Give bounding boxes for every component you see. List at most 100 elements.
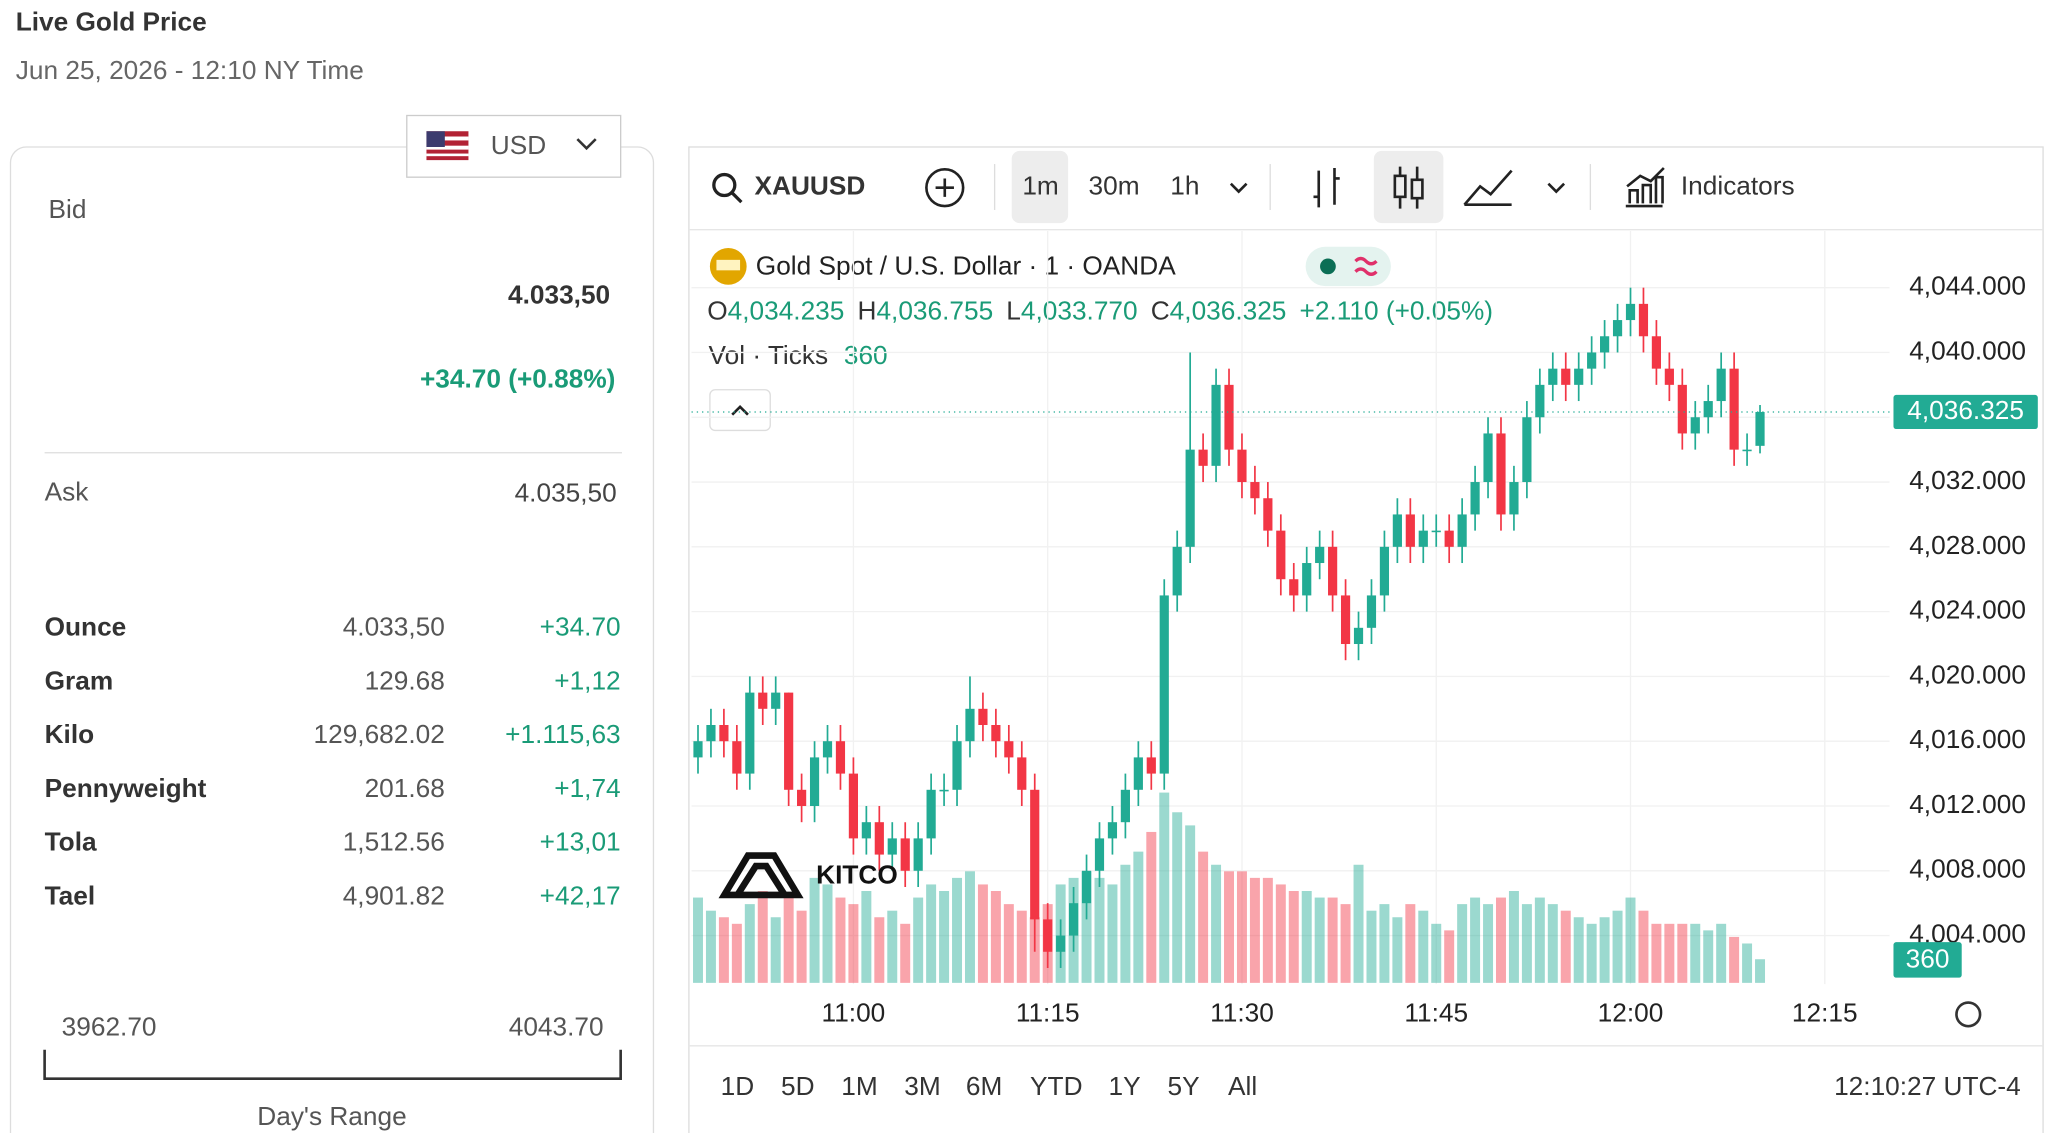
- search-icon: [731, 191, 743, 204]
- candle-body: [1392, 514, 1402, 547]
- volume-bar: [744, 904, 755, 983]
- currency: USD: [491, 130, 546, 160]
- interval[interactable]: 1h: [1170, 171, 1199, 201]
- volume-bar: [1729, 936, 1740, 983]
- chevron: [576, 138, 597, 151]
- candle-body: [1068, 903, 1079, 936]
- chevron[interactable]: [1229, 182, 1248, 194]
- volume-bar: [900, 923, 911, 983]
- add-symbol[interactable]: [925, 167, 965, 208]
- interval[interactable]: 30m: [1089, 171, 1140, 201]
- volume-bar: [1301, 891, 1312, 983]
- search-icon[interactable]: [712, 172, 737, 198]
- volume-bar: [1405, 904, 1416, 983]
- range-button[interactable]: 3M: [904, 1071, 940, 1101]
- volume-bar: [1211, 864, 1222, 983]
- unit-name: Gram: [45, 665, 114, 695]
- volume-bar: [1003, 904, 1014, 983]
- indicators[interactable]: Indicators: [1681, 171, 1795, 201]
- candle-body: [1250, 482, 1260, 499]
- y-tick-label: 4,008.000: [1909, 854, 2026, 884]
- chevron[interactable]: [1547, 182, 1566, 194]
- volume-bar: [1418, 910, 1429, 983]
- symbol[interactable]: XAUUSD: [755, 171, 866, 201]
- candle-body: [1289, 579, 1299, 596]
- candle-body: [1198, 449, 1208, 466]
- volume-bar: [1314, 897, 1325, 983]
- bid-label: Bid: [49, 194, 87, 224]
- y-tick-label: 4,044.000: [1909, 271, 2026, 301]
- collapse-button[interactable]: [709, 389, 771, 432]
- area-icon[interactable]: [1463, 169, 1513, 207]
- kitco-logo: [718, 852, 804, 899]
- y-tick-label: 4,040.000: [1909, 335, 2026, 365]
- delay-icon: [1354, 256, 1378, 276]
- volume-bar: [1392, 917, 1403, 983]
- volume-bar: [1534, 897, 1545, 983]
- volume-bar: [1547, 904, 1558, 983]
- range-button[interactable]: 5Y: [1168, 1071, 1200, 1101]
- candles-icon: [1410, 178, 1424, 200]
- plot: 4,004.0004,008.0004,012.0004,016.0004,02…: [691, 230, 2038, 1027]
- candle-body: [952, 741, 962, 790]
- active-interval: [1011, 150, 1069, 224]
- candle-body: [1328, 546, 1338, 596]
- volume-bar: [1275, 884, 1286, 983]
- range-button[interactable]: 6M: [966, 1071, 1002, 1101]
- interval[interactable]: 1m: [1022, 171, 1058, 201]
- range-button[interactable]: 1M: [841, 1071, 877, 1101]
- candle-body: [1742, 449, 1752, 452]
- watermark-text: KITCO: [816, 860, 898, 890]
- volume-bar: [783, 897, 794, 983]
- settings-icon[interactable]: [1955, 1001, 1982, 1028]
- bars-icon[interactable]: [1313, 167, 1340, 208]
- volume-bar: [1716, 923, 1727, 983]
- unit-change: +34.70: [540, 612, 621, 642]
- indicators-icon[interactable]: [1625, 167, 1665, 208]
- candle-body: [1664, 368, 1674, 385]
- y-tick-label: 4,012.000: [1909, 789, 2026, 819]
- range-button[interactable]: All: [1228, 1071, 1257, 1101]
- ohlc-key: L: [1006, 295, 1021, 325]
- candle-body: [1056, 935, 1066, 952]
- volume-bar: [1107, 884, 1118, 983]
- volume-bar: [1755, 959, 1766, 983]
- candle-body: [848, 773, 859, 839]
- currency-button[interactable]: USD: [406, 114, 622, 178]
- ohlc-value: 4,036.325: [1170, 295, 1287, 325]
- candle-body: [1043, 919, 1053, 952]
- chart-title: Gold Spot / U.S. Dollar · 1 · OANDA: [756, 251, 1176, 281]
- unit-name: Ounce: [45, 612, 127, 642]
- volume-bar: [705, 910, 716, 983]
- candle-body: [1561, 368, 1571, 385]
- candle-body: [1600, 336, 1610, 353]
- status-dot: [1320, 258, 1336, 275]
- candles-button[interactable]: [1373, 150, 1444, 224]
- candle-body: [1522, 417, 1532, 483]
- range-button[interactable]: 5D: [781, 1071, 815, 1101]
- volume-bar: [1172, 812, 1183, 983]
- flag-canton: [426, 131, 445, 147]
- candle-body: [1081, 870, 1092, 904]
- volume-tag: [1893, 942, 1962, 978]
- ask-label: Ask: [45, 476, 90, 506]
- ohlc-value: 4,036.755: [876, 295, 993, 325]
- unit-price: 1,512.56: [343, 827, 445, 857]
- volume-bar: [1703, 930, 1714, 983]
- volume-bar: [1560, 910, 1571, 983]
- candle-body: [732, 741, 742, 774]
- x-tick-label: 11:30: [1210, 997, 1274, 1027]
- range-button[interactable]: 1Y: [1108, 1071, 1140, 1101]
- candle-body: [913, 838, 923, 871]
- range-button[interactable]: YTD: [1030, 1071, 1082, 1101]
- candle-body: [874, 822, 884, 855]
- unit-change: +42,17: [540, 881, 621, 911]
- candle-body: [1366, 595, 1377, 628]
- candle-body: [693, 741, 703, 758]
- candle-body: [1729, 368, 1739, 450]
- volume-bar: [1742, 943, 1753, 983]
- x-tick-label: 11:45: [1404, 997, 1468, 1027]
- volume-bar: [1496, 897, 1506, 983]
- candle-body: [1431, 530, 1441, 533]
- range-button[interactable]: 1D: [721, 1071, 755, 1101]
